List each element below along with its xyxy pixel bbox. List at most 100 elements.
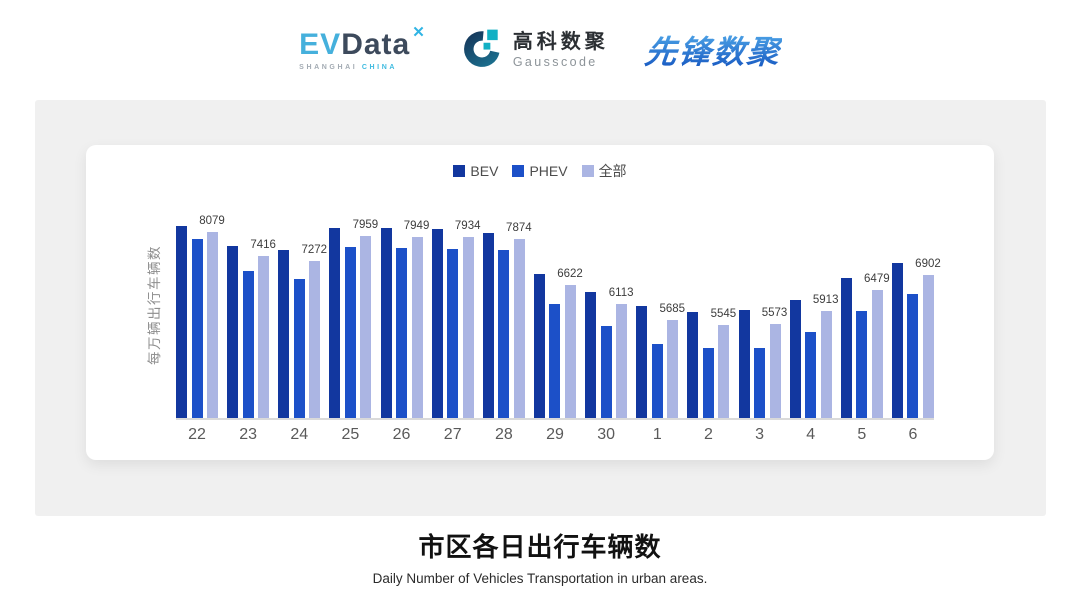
evdata-china-text: CHINA	[361, 63, 398, 71]
gausscode-en-text: Gausscode	[512, 55, 598, 69]
bar-group: 7272 24	[278, 198, 327, 443]
bar-value-label: 7959	[352, 219, 379, 232]
bar-all	[718, 324, 730, 418]
legend-label: BEV	[470, 163, 499, 179]
x-tick-label: 28	[494, 426, 513, 443]
bar-value-label: 7949	[403, 219, 430, 232]
bar-value-label: 5545	[710, 307, 737, 320]
x-tick-label: 25	[341, 426, 360, 443]
chart-subtitle: Daily Number of Vehicles Transportation …	[372, 571, 708, 586]
bar-phev	[447, 249, 459, 418]
bar-phev	[702, 347, 714, 418]
y-axis-label: 每万辆出行车辆数	[147, 245, 162, 365]
gausscode-g-icon	[462, 27, 504, 74]
bar-value-label: 7416	[250, 239, 276, 252]
bar-value-label: 6622	[557, 268, 583, 281]
chart-legend: BEV PHEV 全部	[86, 161, 994, 181]
x-tick-label: 6	[908, 426, 918, 443]
legend-item-PHEV[interactable]: PHEV	[512, 161, 568, 181]
bar-phev	[549, 304, 561, 418]
evdata-subtext: SHANGHAI CHINA	[299, 64, 397, 71]
bar-value-label: 6479	[864, 273, 890, 286]
bar-bev	[176, 226, 187, 418]
evdata-data-text: Data	[341, 27, 411, 61]
bar-group: 5913 4	[789, 198, 838, 443]
x-tick-label: 22	[188, 426, 206, 443]
bar-phev	[856, 310, 868, 418]
bar-phev	[191, 239, 203, 418]
bar-group: 5685 1	[636, 198, 685, 443]
bar-all	[513, 239, 525, 418]
caption: 市区各日出行车辆数 Daily Number of Vehicles Trans…	[0, 527, 1080, 586]
bar-all	[309, 261, 321, 418]
bar-phev	[498, 250, 510, 418]
sparkle-icon: ✕	[412, 23, 426, 41]
x-tick-label: 4	[806, 426, 816, 443]
bar-all	[769, 323, 781, 418]
bar-bev	[585, 291, 597, 418]
bar-value-label: 6113	[608, 286, 634, 299]
legend-item-全部[interactable]: 全部	[581, 161, 627, 181]
bar-all	[462, 237, 474, 418]
plot-area: 8079 22 7416 23 7272 24 7959 25 7949 26 7934 27 7874…	[176, 198, 941, 443]
bar-bev	[533, 273, 545, 418]
bar-group: 6113 30	[585, 198, 633, 443]
bar-group: 7416 23	[227, 198, 276, 443]
bar-group: 5573 3	[738, 198, 787, 443]
bar-phev	[293, 279, 305, 418]
bar-value-label: 7272	[301, 244, 328, 257]
bar-bev	[482, 232, 494, 418]
bar-bev	[789, 299, 801, 418]
bar-all	[411, 236, 423, 418]
bar-all	[871, 290, 883, 418]
bar-value-label: 7874	[506, 222, 532, 235]
bar-bev	[380, 228, 392, 418]
bar-phev	[907, 294, 919, 418]
legend-label: 全部	[598, 163, 627, 179]
bar-phev	[242, 271, 254, 418]
bar-phev	[805, 332, 817, 418]
header-logos: EV Data ✕ SHANGHAI CHINA	[0, 0, 1080, 100]
bar-all	[258, 256, 270, 418]
bar-group: 7959 25	[329, 198, 378, 443]
evdata-ev-text: EV	[299, 27, 342, 61]
bar-bev	[431, 229, 443, 418]
bar-value-label: 7934	[454, 220, 481, 233]
bar-all	[564, 285, 576, 418]
bar-all	[667, 319, 679, 418]
chart-panel: BEV PHEV 全部 每万辆出行车辆数 8079 22 7416 23 7272 24 795…	[35, 100, 1046, 516]
chart-title: 市区各日出行车辆数	[418, 532, 662, 562]
bar-value-label: 8079	[199, 214, 225, 227]
x-tick-label: 1	[652, 426, 662, 443]
x-tick-label: 29	[546, 426, 564, 443]
chart-card: BEV PHEV 全部 每万辆出行车辆数 8079 22 7416 23 7272 24 795…	[86, 145, 994, 460]
bar-bev	[278, 250, 290, 418]
legend-swatch-icon	[581, 165, 594, 177]
bar-bev	[687, 312, 699, 418]
bar-value-label: 6902	[915, 257, 941, 270]
bar-bev	[840, 278, 852, 418]
legend-item-BEV[interactable]: BEV	[453, 161, 498, 181]
xianfeng-logo: 先锋数聚	[642, 27, 783, 73]
x-tick-label: 5	[857, 426, 867, 443]
bar-group: 7934 27	[431, 198, 481, 443]
gausscode-text: 高科数聚 Gausscode	[513, 31, 609, 69]
bar-all	[207, 231, 218, 418]
bar-group: 8079 22	[176, 198, 225, 443]
bar-all	[922, 274, 934, 418]
legend-swatch-icon	[453, 165, 466, 177]
gausscode-cn-text: 高科数聚	[512, 31, 609, 53]
x-tick-label: 23	[239, 426, 258, 443]
legend-label: PHEV	[529, 163, 568, 179]
bar-bev	[227, 246, 239, 418]
bar-all	[360, 236, 372, 418]
bar-phev	[344, 246, 356, 418]
x-tick-label: 2	[703, 426, 713, 443]
bar-bev	[891, 263, 903, 418]
bar-group: 6902 6	[891, 198, 941, 443]
bar-group: 7949 26	[380, 198, 429, 443]
bar-value-label: 5685	[659, 302, 686, 315]
x-tick-label: 30	[597, 426, 616, 443]
evdata-logo: EV Data ✕ SHANGHAI CHINA	[299, 25, 426, 71]
